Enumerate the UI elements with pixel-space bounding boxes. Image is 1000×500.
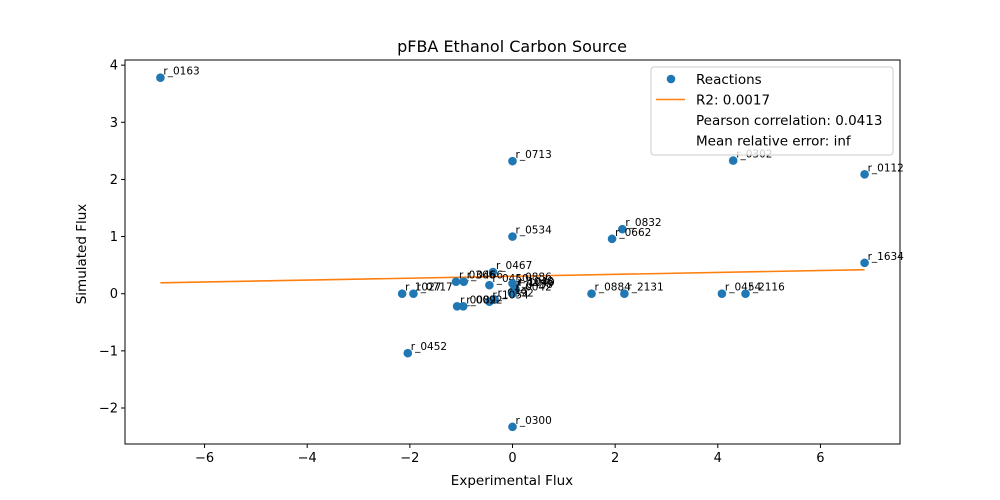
- data-point: [409, 289, 418, 299]
- x-tick-label: 6: [816, 451, 824, 466]
- legend-box: [650, 66, 894, 156]
- point-label: r_0082: [460, 294, 496, 306]
- data-point: [403, 348, 413, 358]
- data-point: [618, 224, 627, 234]
- point-label: r_0662: [615, 227, 651, 239]
- x-tick-label: 0: [508, 451, 516, 466]
- point-label: r_0886: [516, 271, 553, 283]
- y-tick-label: 0: [110, 287, 118, 302]
- legend-entry-label: Pearson correlation: 0.0413: [696, 113, 882, 129]
- point-label: r_1634: [868, 251, 905, 263]
- y-axis-label: Simulated Flux: [74, 204, 90, 305]
- point-label: r_0534: [516, 225, 553, 237]
- y-tick-label: −1: [99, 344, 118, 359]
- y-tick-label: −2: [99, 402, 118, 417]
- x-tick-label: −2: [400, 451, 419, 466]
- x-tick-label: 4: [714, 451, 722, 466]
- point-label: r_2131: [627, 282, 663, 294]
- data-point: [452, 301, 462, 311]
- data-point: [860, 258, 869, 268]
- data-point: [860, 169, 869, 179]
- x-tick-label: −4: [298, 451, 317, 466]
- point-label: r_0438: [517, 279, 553, 291]
- data-point: [508, 156, 517, 166]
- legend-entry-label: R2: 0.0017: [696, 93, 770, 109]
- y-tick-label: 1: [110, 230, 118, 245]
- data-point: [458, 301, 468, 311]
- data-point: [451, 277, 461, 287]
- point-label: r_1049: [519, 277, 555, 289]
- point-label: r_2116: [749, 282, 786, 294]
- legend-entry-label: Reactions: [696, 72, 762, 88]
- point-label: r_0452: [411, 341, 447, 353]
- data-point: [508, 422, 517, 432]
- legend-marker: [666, 74, 676, 84]
- data-point: [741, 289, 750, 299]
- x-tick-label: −6: [195, 451, 214, 466]
- x-tick-label: 2: [611, 451, 619, 466]
- data-point: [587, 289, 596, 299]
- point-label: r_0042: [516, 282, 552, 294]
- point-label: r_0300: [516, 415, 552, 427]
- data-point: [508, 289, 517, 299]
- point-label: r_1054: [492, 290, 529, 302]
- data-point: [620, 289, 629, 299]
- chart-title: pFBA Ethanol Carbon Source: [397, 37, 627, 56]
- point-label: r_0713: [516, 149, 552, 161]
- y-tick-label: 2: [110, 173, 118, 188]
- point-label: r_0092: [466, 294, 502, 306]
- point-label: r_0163: [163, 66, 199, 78]
- data-point: [728, 156, 738, 165]
- x-axis-label: Experimental Flux: [451, 473, 573, 489]
- data-point: [508, 232, 517, 241]
- point-label: r_0112: [868, 162, 904, 174]
- data-point: [717, 289, 727, 299]
- point-label: r_0454: [725, 282, 762, 294]
- legend: Reactions R2: 0.0017 Pearson correlation: …: [650, 66, 894, 156]
- point-label: r_0832: [625, 217, 661, 229]
- y-tick-label: 4: [110, 59, 118, 74]
- data-point: [607, 234, 617, 244]
- point-label: r_1048: [518, 276, 554, 288]
- point-label: r_0466: [467, 270, 504, 282]
- fit-line: [160, 268, 865, 284]
- data-point: [156, 73, 165, 83]
- legend-entry-label: Mean relative error: inf: [696, 134, 852, 150]
- data-point: [485, 280, 494, 290]
- y-tick-label: 3: [110, 116, 118, 131]
- data-point: [459, 277, 469, 287]
- point-label: r_0450: [492, 273, 528, 285]
- data-point: [488, 267, 498, 277]
- point-label: r_0467: [496, 260, 532, 272]
- point-label: r_0366: [459, 270, 496, 282]
- data-point: [397, 289, 407, 299]
- point-label: r_0717: [416, 282, 452, 294]
- data-point: [485, 297, 494, 307]
